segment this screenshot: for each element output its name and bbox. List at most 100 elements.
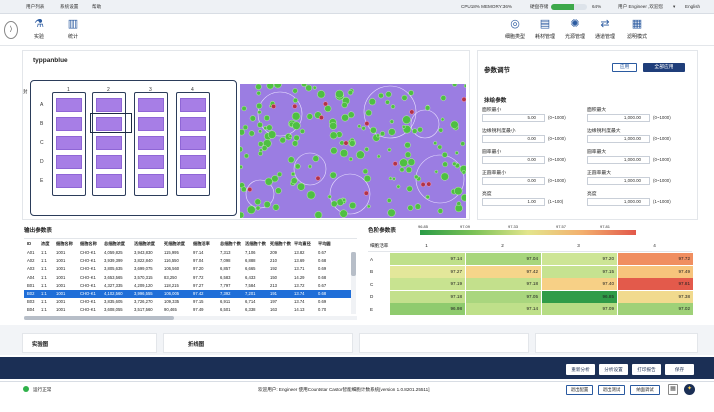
table-cell: 97.72 <box>193 274 204 280</box>
plate-well[interactable] <box>96 98 122 112</box>
heatmap-cell[interactable]: 97.72 <box>618 253 693 265</box>
line-chart-card[interactable] <box>163 333 353 353</box>
horizontal-scroll-thumb[interactable] <box>24 316 174 320</box>
plate-well[interactable] <box>180 117 206 131</box>
parameter-input[interactable]: 5.00 <box>482 114 545 122</box>
plate-well[interactable] <box>56 136 82 150</box>
heatmap-cell[interactable]: 97.02 <box>618 303 693 315</box>
menu-help[interactable]: 帮助 <box>92 4 102 9</box>
plate-well[interactable] <box>180 155 206 169</box>
table-cell: 3,939,399 <box>104 258 123 264</box>
plate-well[interactable] <box>56 155 82 169</box>
table-cell: 1001 <box>56 307 66 313</box>
exit-test-button[interactable]: 退出测试 <box>598 385 625 395</box>
parameter-input[interactable]: 1.00 <box>482 198 545 206</box>
plate-well[interactable] <box>138 117 164 131</box>
parameter-panel-title: 参数调节 <box>484 67 510 74</box>
toolbar-flask-button[interactable]: ⚗ 实验 <box>22 17 56 43</box>
toolbar-light-button[interactable]: ✺ 光源管理 <box>558 17 592 43</box>
plate-well[interactable] <box>56 117 82 131</box>
heatmap-title: 色阶参数表 <box>368 228 396 234</box>
heatmap-cell[interactable]: 97.14 <box>466 303 541 315</box>
heatmap-cell[interactable]: 97.19 <box>390 278 465 290</box>
heatmap-cell[interactable]: 97.81 <box>618 278 693 290</box>
plate-well[interactable] <box>180 98 206 112</box>
table-cell: 7,106 <box>245 250 256 255</box>
parameter-input[interactable]: 1,000.00 <box>587 135 650 143</box>
plate-well[interactable] <box>96 155 122 169</box>
heatmap-cell[interactable]: 96.98 <box>390 303 465 315</box>
heatmap-cell[interactable]: 97.15 <box>542 265 617 278</box>
parameter-input[interactable]: 1,000.00 <box>587 114 650 122</box>
plate-well[interactable] <box>138 155 164 169</box>
parameter-range: (0~1000) <box>653 136 671 141</box>
plate-well[interactable] <box>96 117 122 131</box>
reanalyze-button[interactable]: 重新分析 <box>566 364 595 375</box>
plate-well[interactable] <box>138 136 164 150</box>
output-table-vertical-scrollbar[interactable] <box>351 252 356 314</box>
parameter-input[interactable]: 1,000.00 <box>587 177 650 185</box>
toolbar-cell-button[interactable]: ◎ 细胞类型 <box>498 17 532 43</box>
heatmap-cell[interactable]: 97.14 <box>390 253 465 265</box>
save-button[interactable]: 保存 <box>665 364 694 375</box>
vertical-scroll-thumb[interactable] <box>351 252 356 276</box>
parameter-input[interactable]: 1,000.00 <box>587 156 650 164</box>
plate-well[interactable] <box>138 98 164 112</box>
print-report-button[interactable]: 打印报告 <box>632 364 661 375</box>
apply-all-button[interactable]: 全部应用 <box>643 63 685 72</box>
analysis-settings-button[interactable]: 分析设置 <box>599 364 628 375</box>
experiment-image-card[interactable] <box>22 333 157 353</box>
apply-button[interactable]: 应用 <box>612 63 637 72</box>
parameter-input[interactable]: 0.00 <box>482 156 545 164</box>
table-cell: 6,857 <box>220 266 231 272</box>
output-table-horizontal-scrollbar[interactable] <box>24 316 357 320</box>
toolbar-consumable-button[interactable]: ▤ 耗材管理 <box>528 17 562 43</box>
plate-well[interactable] <box>138 174 164 188</box>
parameter-input[interactable]: 0.00 <box>482 135 545 143</box>
language-switch[interactable]: English <box>685 4 701 9</box>
parameter-input[interactable]: 0.00 <box>482 177 545 185</box>
table-cell: 1:1 <box>41 291 47 296</box>
toolbar-channel-button[interactable]: ⇄ 通道管理 <box>588 17 622 43</box>
toolbar-filter-button[interactable]: ▦ 滤明模式 <box>620 17 654 43</box>
user-dropdown-icon[interactable]: ▾ <box>673 4 676 9</box>
parameter-label: 圆率最小 <box>482 150 502 155</box>
heatmap-cell[interactable]: 97.18 <box>466 278 541 290</box>
heatmap-cell[interactable]: 97.20 <box>542 253 617 265</box>
heatmap-cell[interactable]: 97.05 <box>466 290 541 303</box>
assistant-icon[interactable]: ✦ <box>684 384 695 395</box>
table-cell: 0.69 <box>318 266 327 272</box>
toolbar-label: 实验 <box>33 34 44 40</box>
plate-well[interactable] <box>96 136 122 150</box>
plate-well[interactable] <box>56 174 82 188</box>
table-cell: 3,517,560 <box>134 307 153 313</box>
heatmap-cell[interactable]: 97.49 <box>618 265 693 278</box>
menu-system-settings[interactable]: 系统设置 <box>60 4 79 9</box>
heatmap-cell[interactable]: 97.40 <box>542 278 617 290</box>
heatmap-cell[interactable]: 97.38 <box>618 290 693 303</box>
plate-well[interactable] <box>96 174 122 188</box>
table-cell: 6,665 <box>245 266 256 272</box>
heatmap-cell[interactable]: 96.85 <box>542 290 617 303</box>
plate-well[interactable] <box>56 98 82 112</box>
plate-well[interactable] <box>180 174 206 188</box>
exit-config-button[interactable]: 退出配置 <box>566 385 593 395</box>
plate-column-header: 1 <box>67 87 70 93</box>
table-row[interactable] <box>24 289 351 298</box>
calculator-icon[interactable]: ▦ <box>668 384 678 395</box>
heatmap-cell[interactable]: 97.27 <box>390 265 465 278</box>
toolbar-bar-chart-button[interactable]: ▥ 统计 <box>56 17 90 43</box>
sidebar-toggle-button[interactable]: ⟩ <box>4 21 18 39</box>
debug-button[interactable]: 纳面调试 <box>630 385 660 395</box>
table-cell: B04 <box>27 307 35 313</box>
menu-user-list[interactable]: 用户列表 <box>26 4 45 9</box>
parameter-input[interactable]: 1,000.00 <box>587 198 650 206</box>
table-cell: 13.74 <box>294 291 305 296</box>
plate-well[interactable] <box>180 136 206 150</box>
heatmap-cell[interactable]: 97.42 <box>466 265 541 278</box>
heatmap-legend-label: 96.85 <box>418 224 429 229</box>
heatmap-cell[interactable]: 97.09 <box>542 303 617 315</box>
heatmap-cell[interactable]: 97.18 <box>390 290 465 303</box>
table-cell: 6,714 <box>245 299 256 305</box>
heatmap-cell[interactable]: 97.04 <box>466 253 541 265</box>
